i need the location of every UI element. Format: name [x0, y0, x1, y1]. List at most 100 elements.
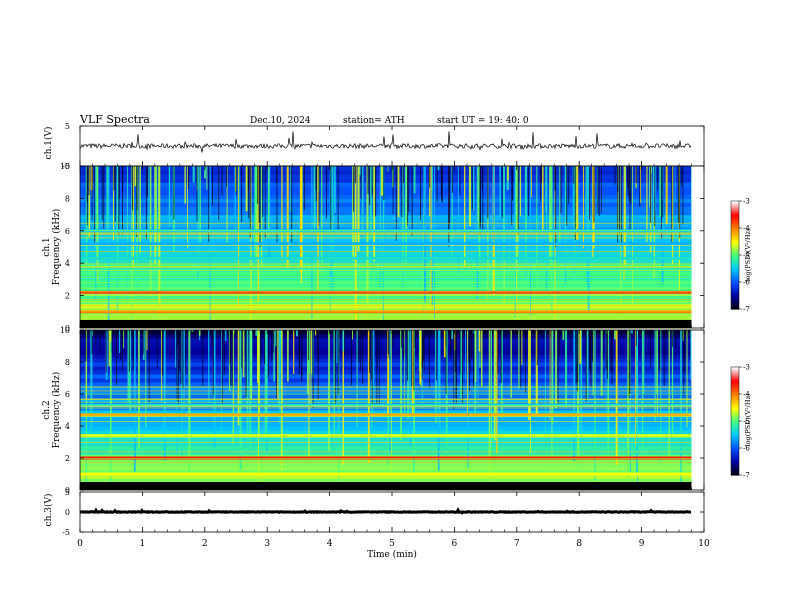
- ch2-spectrogram-background-row: [80, 378, 692, 383]
- ch2-spectrogram-sferic-streak: [224, 330, 227, 341]
- ch2-spectrogram-sferic-streak: [372, 330, 375, 403]
- colorbar-segment: [731, 269, 739, 272]
- ch2-spectrogram-dark-streak: [362, 330, 364, 385]
- ch1-spectrogram-dark-streak: [662, 166, 664, 218]
- ch1-spectrogram-dark-streak: [411, 166, 413, 236]
- ch2-spectrogram-background-row: [80, 366, 692, 371]
- colorbar-segment: [731, 264, 739, 267]
- colorbar-tick-label: -7: [743, 472, 750, 480]
- ch1-spectrogram-sferic-streak: [379, 166, 381, 288]
- ch2-spectrogram-frequency-band: [80, 434, 692, 438]
- ch1-spectrogram-harmonic-line: [80, 310, 692, 312]
- ch2-spectrogram-sferic-streak: [409, 330, 412, 445]
- x-tick-label: 4: [327, 539, 333, 549]
- ch1-spectrogram-dark-streak: [451, 166, 453, 193]
- ch1-spectrogram-sferic-streak: [154, 166, 157, 265]
- ch1-spectrogram-dark-streak: [618, 166, 620, 234]
- ch2-spectrogram-dark-streak: [411, 330, 413, 388]
- ch2-spectrogram-dark-streak: [211, 330, 213, 347]
- ch2-spectrogram-dark-streak: [557, 330, 559, 408]
- ch2-spectrogram-dark-streak: [344, 330, 346, 356]
- ch2-spectrogram-sferic-streak: [605, 330, 607, 423]
- ch2-spectrogram-dark-streak: [369, 330, 371, 373]
- colorbar-segment: [731, 388, 739, 391]
- ch2-spectrogram-sferic-streak: [551, 330, 553, 484]
- ch2-spectrogram-sferic-streak: [237, 330, 240, 426]
- panel-1-ytick-label: 2: [65, 292, 70, 301]
- ch1-spectrogram-harmonic-line: [80, 314, 692, 316]
- ch2-spectrogram-sferic-streak: [233, 330, 235, 334]
- ch1-channel-label: ch.1: [42, 237, 52, 256]
- colorbar-segment: [731, 233, 739, 236]
- ch2-spectrogram-sferic-streak: [586, 330, 589, 398]
- ch2-spectrogram-sferic-streak: [338, 330, 340, 488]
- ch1-spectrogram-sferic-streak: [169, 166, 170, 211]
- ch1-spectrogram-dark-streak: [681, 166, 683, 187]
- colorbar-segment: [731, 392, 739, 395]
- ch2-spectrogram-dark-streak: [536, 330, 538, 366]
- panel-1-ytick-label: 10: [60, 162, 70, 171]
- colorbar-segment: [731, 385, 739, 388]
- x-tick-label: 2: [202, 539, 208, 549]
- ch1-spectrogram-background-row: [80, 174, 692, 179]
- ch1-spectrogram-frequency-band: [80, 242, 692, 246]
- ch1-spectrogram-dark-streak: [459, 166, 461, 196]
- ch1-spectrogram-sferic-streak: [158, 166, 160, 315]
- panel-2-ytick-label: 4: [65, 422, 70, 431]
- colorbar-segment: [731, 449, 739, 453]
- ch2-spectrogram-sferic-streak: [466, 330, 468, 414]
- panel-1-ytick-label: 6: [65, 227, 70, 236]
- ch2-spectrogram-dark-streak: [422, 330, 424, 362]
- ch1-spectrogram-sferic-streak: [431, 166, 433, 191]
- ch1-spectrogram-background-row: [80, 238, 692, 244]
- colorbar-tick-label: -5: [743, 418, 750, 426]
- ch1-spectrogram-sferic-streak: [536, 166, 538, 305]
- ch2-spectrogram-background-row: [80, 466, 692, 471]
- colorbar-segment: [731, 408, 739, 411]
- ch2-spectrogram-dark-streak: [230, 330, 232, 386]
- ch1-spectrogram-sferic-streak: [387, 166, 389, 172]
- ch3-waveform-ylabel: ch.3(V): [43, 494, 54, 527]
- x-tick-label: 9: [639, 539, 645, 549]
- colorbar-segment: [731, 244, 739, 247]
- ch2-spectrogram-dark-streak: [212, 330, 214, 396]
- ch2-spectrogram-harmonic-line: [80, 416, 692, 417]
- ch2-spectrogram-sferic-streak: [310, 330, 312, 408]
- ch1-spectrogram-harmonic-line: [80, 222, 692, 224]
- ch1-spectrogram-sferic-streak: [659, 166, 662, 218]
- ch1-spectrogram-dark-streak: [614, 166, 616, 185]
- ch2-spectrogram-dark-streak: [264, 330, 266, 365]
- ch2-spectrogram-dark-streak: [589, 330, 591, 353]
- ch1-spectrogram-dark-streak: [371, 166, 373, 196]
- ch1-spectrogram-background-row: [80, 234, 692, 240]
- ch2-spectrogram-dark-streak: [423, 330, 425, 371]
- ch2-spectrogram-sferic-streak: [127, 330, 130, 403]
- ch2-spectrogram-dark-streak: [221, 330, 223, 407]
- ch2-spectrogram-sferic-streak: [280, 330, 283, 472]
- ch1-spectrogram-dark-streak: [487, 166, 489, 219]
- ch1-spectrogram-sferic-streak: [575, 166, 577, 236]
- ch2-spectrogram-dark-streak: [271, 330, 273, 361]
- ch2-spectrogram-low-frequency-stripe: [80, 482, 692, 490]
- ch1-spectrogram-sferic-streak: [106, 166, 109, 229]
- ch1-spectrogram-sferic-streak: [464, 166, 466, 269]
- ch1-colorbar: -3 -4 -5 -6 -7: [730, 198, 750, 314]
- ch2-spectrogram-dark-streak: [351, 330, 353, 386]
- ch1-spectrogram-low-frequency-stripe: [80, 319, 692, 328]
- ch2-spectrogram-dark-streak: [610, 330, 612, 372]
- ch1-spectrogram-background-row: [80, 222, 692, 228]
- ch1-spectrogram-background-row: [80, 202, 692, 207]
- ch1-spectrogram-dark-streak: [326, 166, 328, 219]
- ch1-spectrogram-background-row: [80, 190, 692, 195]
- ch2-spectrogram-sferic-streak: [419, 330, 421, 384]
- ch1-spectrogram-dark-streak: [360, 166, 362, 199]
- ch2-spectrogram-sferic-streak: [277, 330, 278, 399]
- colorbar-segment: [731, 458, 739, 462]
- ch1-spectrogram-harmonic-line: [80, 233, 692, 235]
- ch2-spectrogram-dark-streak: [376, 330, 378, 407]
- ch1-spectrogram-dark-streak: [276, 166, 278, 184]
- ch1-spectrogram-dark-streak: [402, 166, 404, 183]
- ch2-spectrogram-frequency-band: [80, 403, 692, 407]
- ch2-spectrogram-sferic-streak: [564, 330, 568, 408]
